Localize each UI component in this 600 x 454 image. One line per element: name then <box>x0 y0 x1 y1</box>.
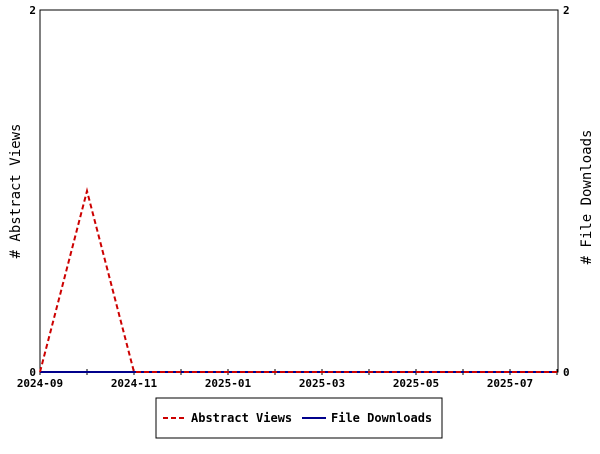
x-axis-tick-labels: 2024-09 2024-11 2025-01 2025-03 2025-05 2025-… <box>17 377 533 390</box>
x-tick-label: 2024-11 <box>111 377 158 390</box>
right-axis-title: # File Downloads <box>579 130 595 265</box>
right-y-tick-label: 0 <box>563 366 570 379</box>
legend-box <box>155 397 443 439</box>
plot-frame <box>39 9 559 373</box>
right-y-tick-label: 2 <box>563 4 570 17</box>
left-y-tick-label: 0 <box>29 366 36 379</box>
x-tick-label: 2025-05 <box>393 377 439 390</box>
x-tick-label: 2025-03 <box>299 377 345 390</box>
x-tick-label: 2024-09 <box>17 377 63 390</box>
left-axis-title: # Abstract Views <box>8 124 24 259</box>
x-tick-label: 2025-01 <box>205 377 252 390</box>
legend-label-abstract-views: Abstract Views <box>191 411 292 425</box>
legend-label-file-downloads: File Downloads <box>331 411 432 425</box>
left-y-tick-label: 2 <box>29 4 36 17</box>
series-line-abstract-views <box>39 187 557 373</box>
x-tick-label: 2025-07 <box>487 377 533 390</box>
series-lines <box>39 187 557 373</box>
legend: Abstract Views File Downloads <box>155 397 443 439</box>
